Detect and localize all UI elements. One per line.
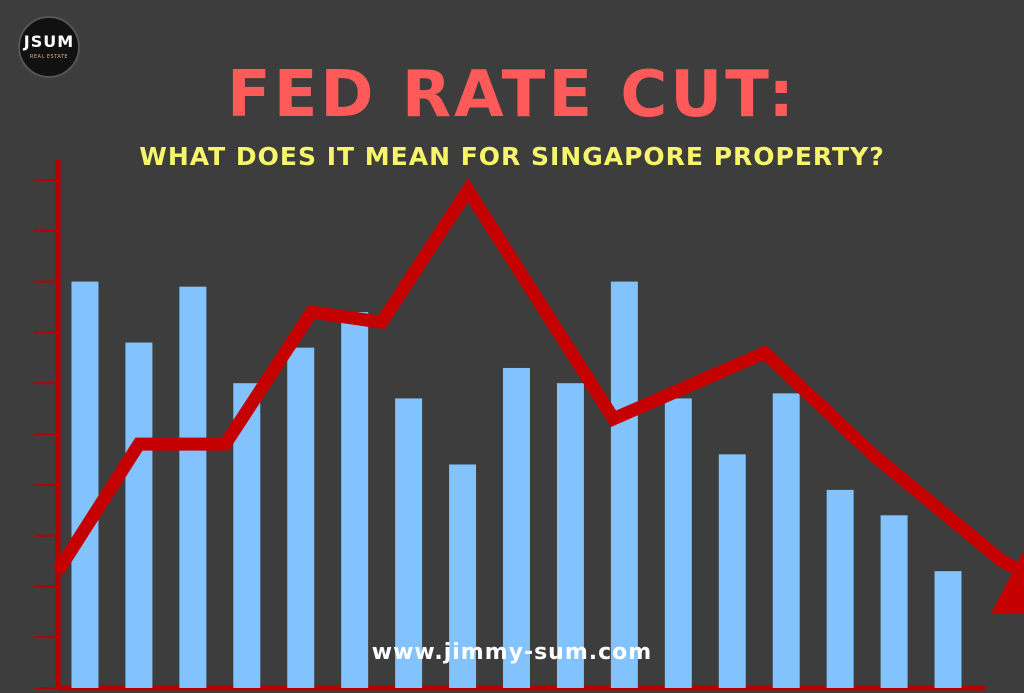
logo[interactable]: JSUM REAL ESTATE: [18, 16, 80, 78]
trend-line: [52, 178, 1024, 614]
bars: [71, 281, 962, 688]
logo-subtext: REAL ESTATE: [29, 54, 69, 60]
bar-9: [503, 367, 530, 688]
website-link[interactable]: www.jimmy-sum.com: [371, 640, 653, 665]
bar-2: [125, 342, 153, 688]
bar-17: [934, 571, 962, 688]
bar-3: [179, 286, 207, 688]
bar-15: [826, 489, 854, 688]
bar-13: [718, 454, 746, 688]
trend-line-path: [52, 178, 1018, 575]
bar-12: [664, 398, 692, 688]
bar-16: [880, 515, 908, 688]
bar-1: [71, 281, 99, 688]
logo-text: JSUM: [23, 32, 75, 51]
bar-11: [610, 281, 638, 688]
bar-6: [341, 312, 369, 688]
bar-8: [449, 464, 477, 688]
page-subtitle: WHAT DOES IT MEAN FOR SINGAPORE PROPERTY…: [139, 142, 885, 171]
trend-arrow-head: [990, 550, 1024, 614]
bar-10: [556, 383, 584, 688]
bar-5: [287, 347, 315, 688]
bar-7: [395, 398, 423, 688]
page-title: FED RATE CUT:: [226, 58, 798, 132]
bar-14: [772, 393, 800, 688]
